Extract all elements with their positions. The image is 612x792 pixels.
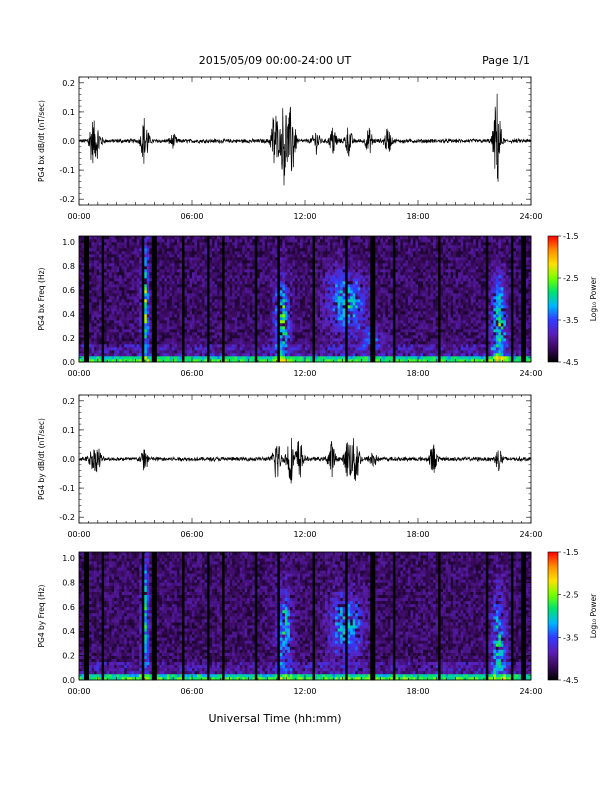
by-spectrogram-panel: -1.5 -2.5 -3.5 -4.5 Log₁₀ Power 00:00 06:00 12:… [37,548,598,696]
colorbar-tick-label: -3.5 [563,633,579,642]
y-tick-label: -0.1 [59,166,75,175]
x-axis-title: Universal Time (hh:mm) [209,712,342,725]
dbdt-series-line [78,437,532,484]
spectrogram-cells [79,552,532,681]
y-tick-label: 0.6 [62,603,75,612]
x-tick-label: 18:00 [406,212,429,221]
y-tick-label: 0.0 [62,137,75,146]
y-tick-label: 0.6 [62,286,75,295]
chart-title: 2015/05/09 00:00-24:00 UT [199,54,352,67]
x-tick-label: 12:00 [293,369,316,378]
colorbar-tick-label: -4.5 [563,676,579,685]
colorbar-label: Log₁₀ Power [589,276,598,321]
y-axis-label: PG4 bx Freq (Hz) [37,267,46,330]
y-tick-label: 0.8 [62,262,75,271]
y-tick-label: 0.1 [62,108,75,117]
x-tick-label: 24:00 [519,369,542,378]
spectrogram-cells [79,236,532,363]
y-tick-label: 0.0 [62,358,75,367]
x-tick-label: 12:00 [293,530,316,539]
colorbar-tick-label: -3.5 [563,316,579,325]
y-axis-label: PG4 by Freq (Hz) [37,584,46,647]
y-tick-label: 0.8 [62,578,75,587]
y-tick-label: 0.2 [62,652,75,661]
x-tick-label: 00:00 [67,530,90,539]
colorbar-tick-label: -1.5 [563,548,579,557]
y-tick-label: -0.2 [59,195,75,204]
colorbar-tick-label: -2.5 [563,591,579,600]
y-tick-label: 1.0 [62,238,75,247]
x-tick-label: 24:00 [519,212,542,221]
x-tick-label: 00:00 [67,369,90,378]
page-indicator: Page 1/1 [482,54,530,67]
y-tick-label: 0.4 [62,310,75,319]
y-tick-label: 0.0 [62,676,75,685]
x-tick-label: 06:00 [180,687,203,696]
x-tick-label: 12:00 [293,212,316,221]
x-tick-label: 24:00 [519,530,542,539]
x-tick-label: 00:00 [67,687,90,696]
y-tick-label: 0.2 [62,397,75,406]
by-dbdt-panel: 00:00 06:00 12:00 18:00 24:00 0.2 0.1 0.0 -0.1 -0… [37,394,543,539]
y-axis-label: PG4 by dB/dt (nT/sec) [37,418,46,500]
x-tick-label: 24:00 [519,687,542,696]
x-tick-label: 18:00 [406,530,429,539]
y-tick-label: 0.2 [62,79,75,88]
x-tick-label: 18:00 [406,687,429,696]
y-tick-label: 1.0 [62,554,75,563]
colorbar-tick-label: -1.5 [563,232,579,241]
x-tick-label: 06:00 [180,530,203,539]
y-tick-label: 0.4 [62,627,75,636]
x-tick-label: 12:00 [293,687,316,696]
dbdt-series-line [78,93,532,186]
y-tick-label: 0.2 [62,334,75,343]
x-tick-label: 00:00 [67,212,90,221]
y-tick-label: 0.0 [62,455,75,464]
colorbar: -1.5 -2.5 -3.5 -4.5 Log₁₀ Power [547,232,598,367]
colorbar: -1.5 -2.5 -3.5 -4.5 Log₁₀ Power [547,548,598,685]
x-tick-label: 06:00 [180,369,203,378]
colorbar-tick-label: -2.5 [563,274,579,283]
colorbar-label: Log₁₀ Power [589,593,598,638]
y-tick-label: -0.2 [59,513,75,522]
colorbar-tick-label: -4.5 [563,358,579,367]
x-tick-label: 18:00 [406,369,429,378]
x-tick-label: 06:00 [180,212,203,221]
y-tick-label: -0.1 [59,484,75,493]
bx-spectrogram-panel: -1.5 -2.5 -3.5 -4.5 Log₁₀ Power 00:00 06:00 12:… [37,232,598,378]
y-axis-label: PG4 bx dB/dt (nT/sec) [37,100,46,182]
bx-dbdt-panel: 00:00 06:00 12:00 18:00 24:00 0.2 0.1 0.0 -0.1 -0… [37,76,543,221]
y-tick-label: 0.1 [62,426,75,435]
